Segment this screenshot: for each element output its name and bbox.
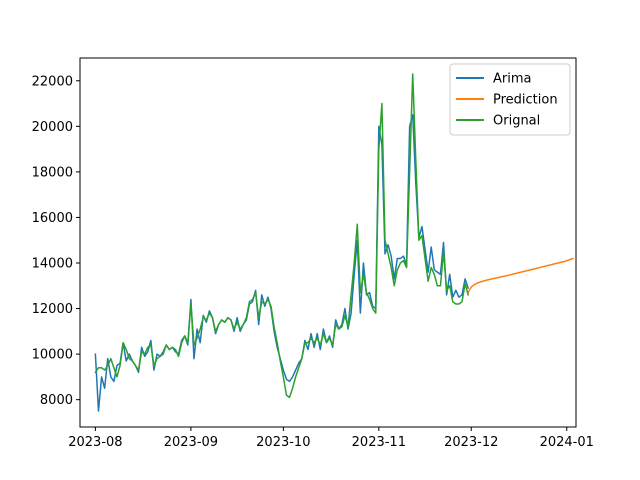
legend: Arima Prediction Orignal	[449, 63, 571, 136]
series-layer	[94, 73, 574, 412]
y-tick-label: 20000	[32, 120, 73, 135]
legend-label-arima: Arima	[493, 72, 531, 87]
x-tick-label: 2023-10	[256, 435, 310, 450]
x-tick-label: 2024-01	[540, 435, 594, 450]
x-axis: 2023-08 2023-09 2023-10 2023-11 2023-12 2024-…	[68, 427, 594, 450]
y-tick-label: 10000	[32, 348, 73, 363]
x-tick-label: 2023-11	[352, 435, 406, 450]
y-tick-label: 16000	[32, 211, 73, 226]
series-line-orignal	[94, 73, 470, 399]
legend-label-orignal: Orignal	[493, 114, 540, 129]
y-tick-label: 8000	[40, 393, 73, 408]
series-line-prediction	[467, 257, 574, 294]
plot-frame	[79, 57, 577, 428]
x-tick-label: 2023-08	[68, 435, 122, 450]
x-tick-label: 2023-09	[164, 435, 218, 450]
legend-box	[449, 63, 571, 136]
x-tick-label: 2023-12	[444, 435, 498, 450]
y-axis: 8000 10000 12000 14000 16000 18000 20000 22000	[32, 74, 80, 408]
y-tick-label: 14000	[32, 257, 73, 272]
y-tick-label: 12000	[32, 302, 73, 317]
y-tick-label: 18000	[32, 165, 73, 180]
legend-label-prediction: Prediction	[493, 93, 558, 108]
y-tick-label: 22000	[32, 74, 73, 89]
